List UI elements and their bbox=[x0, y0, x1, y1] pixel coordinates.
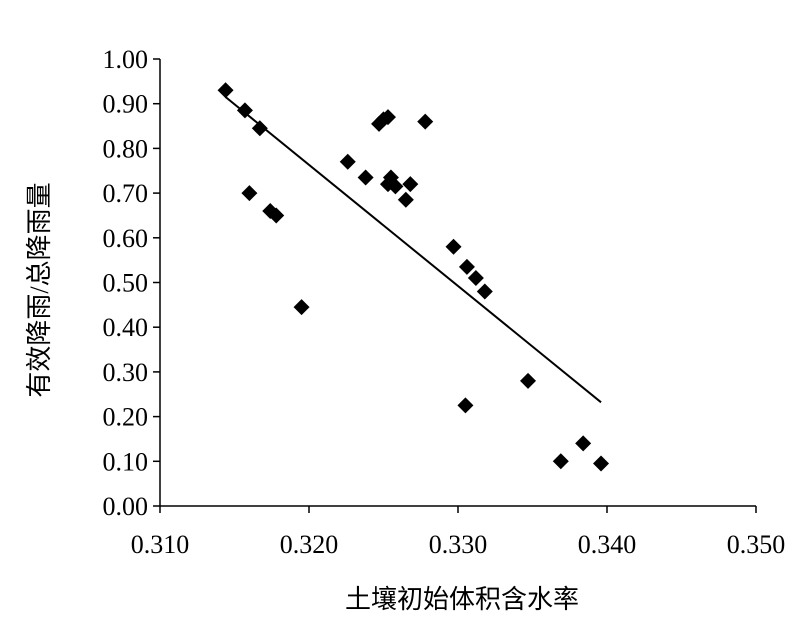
trendline bbox=[224, 96, 602, 404]
y-tick-label: 0.80 bbox=[103, 134, 149, 163]
x-tick-label: 0.340 bbox=[578, 530, 637, 559]
y-tick-label: 0.60 bbox=[103, 224, 149, 253]
y-tick-label: 0.70 bbox=[103, 179, 149, 208]
y-tick-label: 0.40 bbox=[103, 313, 149, 342]
y-tick-label: 0.20 bbox=[103, 403, 149, 432]
data-point bbox=[457, 397, 474, 414]
axes: 0.00 0.10 0.20 0.30 0.40 0.50 0.60 0.70 0.80 0.90… bbox=[103, 45, 786, 559]
data-point bbox=[445, 238, 462, 255]
data-point bbox=[417, 113, 434, 130]
y-tick-label: 1.00 bbox=[103, 45, 149, 74]
data-point bbox=[593, 455, 610, 472]
x-axis-label: 土壤初始体积含水率 bbox=[345, 585, 579, 614]
y-tick-label: 0.50 bbox=[103, 269, 149, 298]
y-tick-label: 0.90 bbox=[103, 90, 149, 119]
data-point bbox=[575, 435, 592, 452]
data-point bbox=[379, 109, 396, 126]
data-point bbox=[357, 169, 374, 186]
y-tick-label: 0.00 bbox=[103, 492, 149, 521]
data-point bbox=[217, 82, 234, 99]
y-tick-label: 0.10 bbox=[103, 447, 149, 476]
data-point bbox=[293, 299, 310, 316]
data-point bbox=[552, 453, 569, 470]
data-point bbox=[467, 270, 484, 287]
y-axis-label: 有效降雨/总降雨量 bbox=[25, 182, 54, 397]
data-point bbox=[268, 207, 285, 224]
data-point bbox=[402, 176, 419, 193]
x-tick-label: 0.320 bbox=[280, 530, 339, 559]
data-point bbox=[458, 258, 475, 275]
data-point bbox=[339, 153, 356, 170]
data-point bbox=[236, 102, 253, 119]
data-point bbox=[520, 372, 537, 389]
y-tick-label: 0.30 bbox=[103, 358, 149, 387]
data-point bbox=[397, 191, 414, 208]
x-tick-label: 0.330 bbox=[429, 530, 488, 559]
x-tick-label: 0.350 bbox=[727, 530, 786, 559]
x-tick-label: 0.310 bbox=[131, 530, 190, 559]
data-point bbox=[476, 283, 493, 300]
data-point bbox=[387, 178, 404, 195]
data-point bbox=[241, 185, 258, 202]
data-point bbox=[251, 120, 268, 137]
trendline-group bbox=[224, 96, 602, 404]
data-points bbox=[217, 82, 610, 472]
